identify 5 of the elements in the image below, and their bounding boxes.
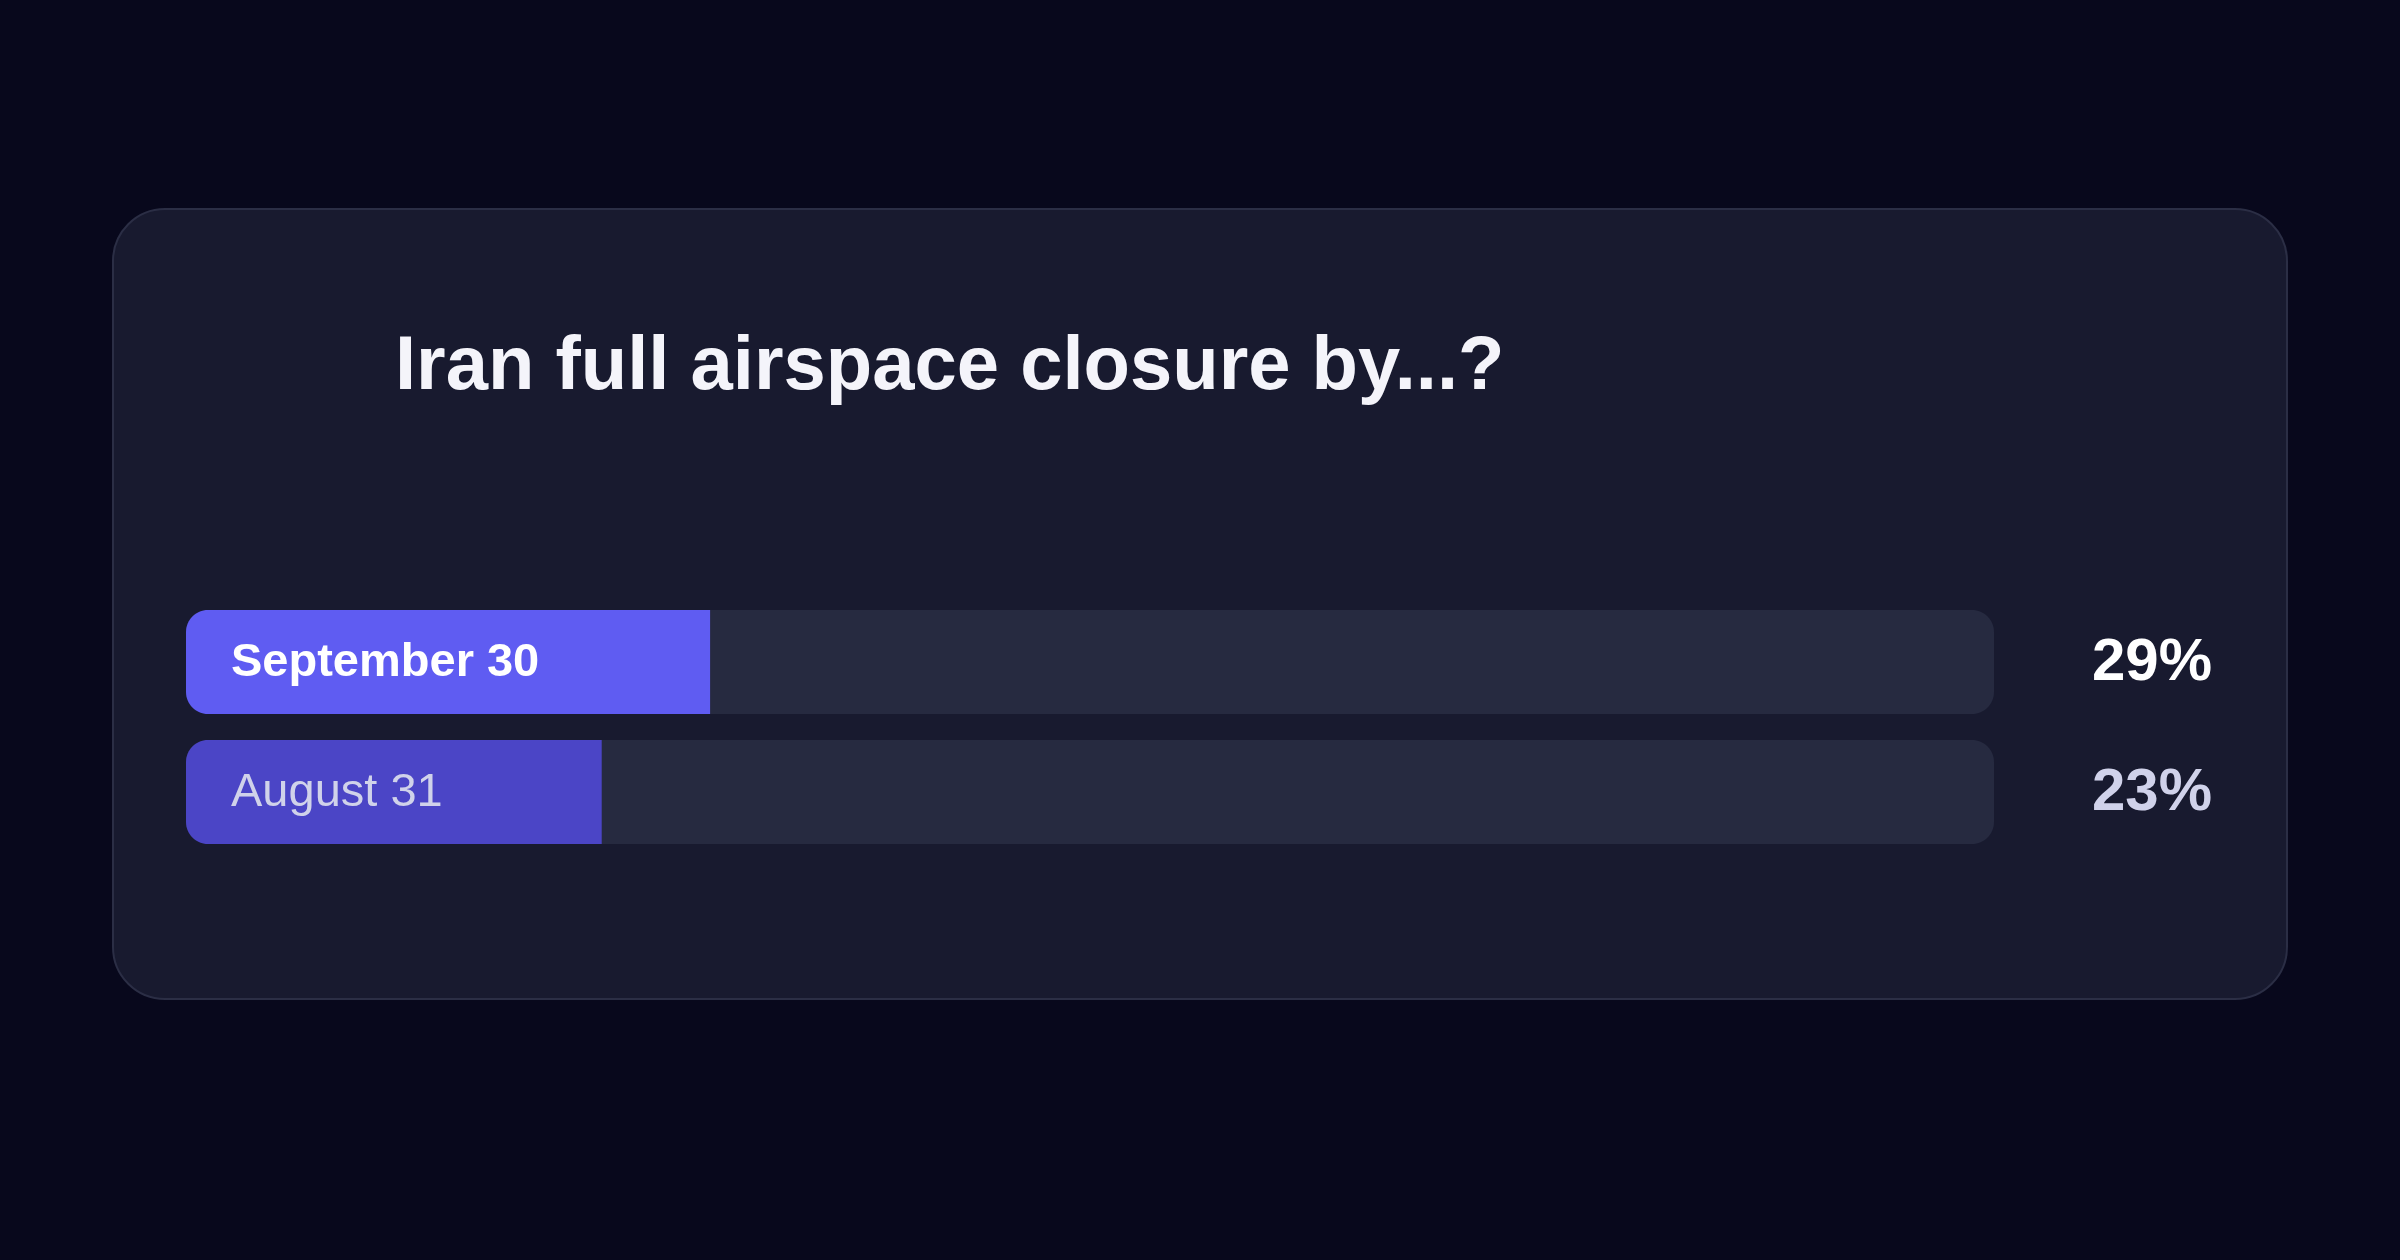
chart-title: Iran full airspace closure by...? [395,320,1505,405]
data-label: 29% [2091,626,2212,693]
y-tick-label: September 30 [231,633,540,686]
y-tick-label: August 31 [231,763,443,816]
data-label: 23% [2091,756,2212,823]
